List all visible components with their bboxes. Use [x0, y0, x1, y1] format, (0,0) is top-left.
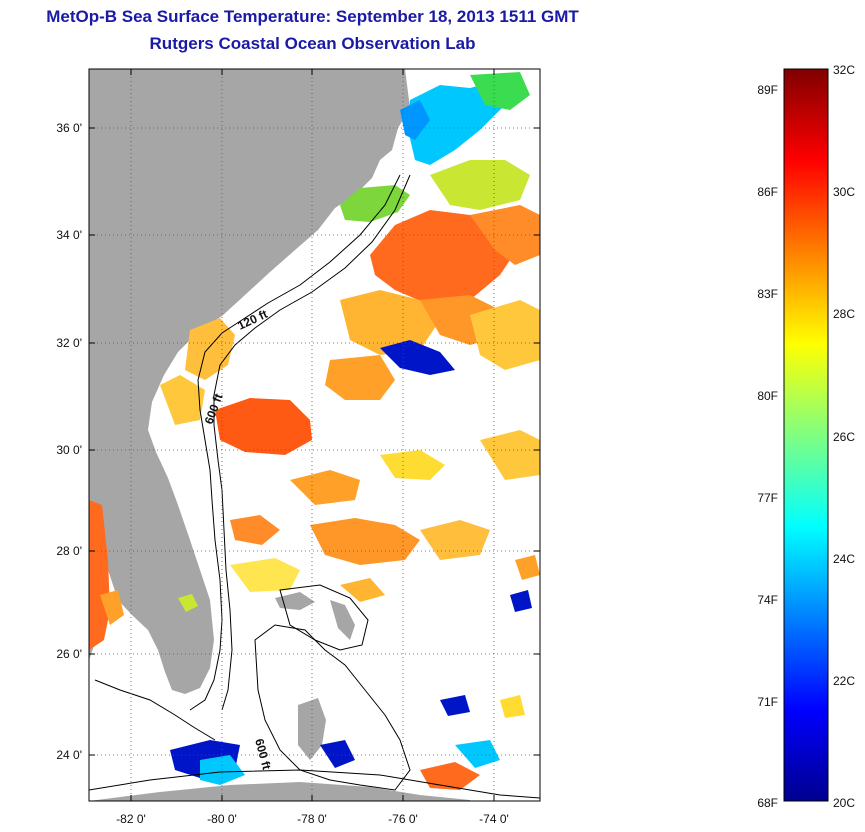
land-grand-bahama [275, 592, 315, 610]
contour-600ft [213, 174, 411, 711]
contour-bahamas-2 [279, 584, 369, 651]
colorbar-c-label: 30C [833, 185, 855, 199]
colorbar-f-label: 77F [757, 491, 778, 505]
colorbar-c-label: 20C [833, 796, 855, 810]
land-mainland [89, 69, 410, 694]
colorbar-f-label: 68F [757, 796, 778, 810]
contour-florida-keys [94, 679, 216, 741]
bathymetry-contours [89, 174, 540, 799]
map-frame [88, 68, 541, 802]
lat-label: 36 0' [56, 121, 82, 135]
lat-label: 32 0' [56, 336, 82, 350]
contour-120ft [189, 174, 401, 711]
lon-label: -76 0' [388, 812, 418, 826]
lat-label: 24 0' [56, 748, 82, 762]
lon-label: -78 0' [297, 812, 327, 826]
lon-label: -74 0' [479, 812, 509, 826]
contour-cuba [89, 769, 540, 799]
axis-ticks [89, 69, 540, 801]
colorbar-c-label: 28C [833, 307, 855, 321]
colorbar-c-label: 32C [833, 63, 855, 77]
map-subtitle: Rutgers Coastal Ocean Observation Lab [149, 34, 476, 53]
colorbar-c-label: 24C [833, 552, 855, 566]
colorbar-f-label: 86F [757, 185, 778, 199]
lon-label: -80 0' [207, 812, 237, 826]
colorbar-c-label: 22C [833, 674, 855, 688]
map-panel: 120 ft 600 ft 600 ft [89, 69, 540, 801]
colorbar-f-label: 80F [757, 389, 778, 403]
colorbar-f-label: 71F [757, 695, 778, 709]
colorbar-f-label: 74F [757, 593, 778, 607]
land-cuba [89, 782, 470, 801]
colorbar-f-label: 83F [757, 287, 778, 301]
land-abaco [330, 600, 355, 640]
colorbar-f-label: 89F [757, 83, 778, 97]
map-title: MetOp-B Sea Surface Temperature: Septemb… [46, 7, 579, 26]
lat-label: 34 0' [56, 228, 82, 242]
colorbar-c-label: 26C [833, 430, 855, 444]
colorbar [783, 68, 829, 802]
lat-label: 26 0' [56, 647, 82, 661]
lat-label: 28 0' [56, 544, 82, 558]
lon-label: -82 0' [116, 812, 146, 826]
lat-label: 30 0' [56, 443, 82, 457]
contour-bahamas-1 [254, 624, 411, 791]
sst-patches [89, 72, 540, 790]
